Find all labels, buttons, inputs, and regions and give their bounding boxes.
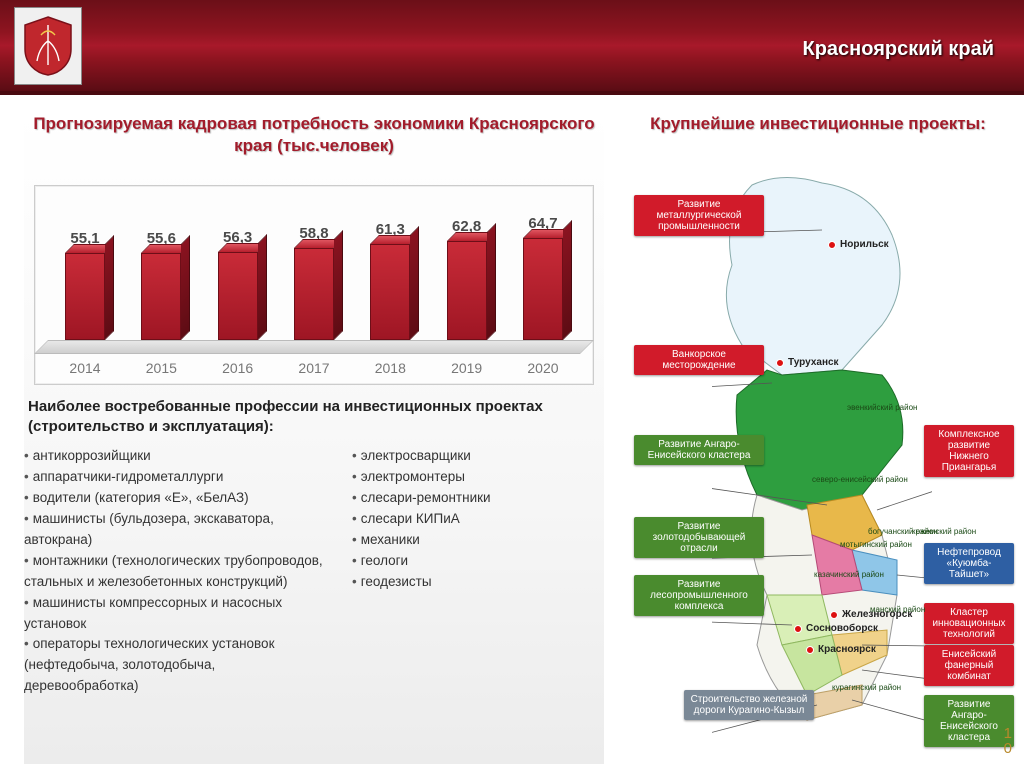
x-axis-label: 2015 xyxy=(131,360,191,376)
bar-2019: 62,8 xyxy=(437,218,497,340)
x-axis-label: 2018 xyxy=(360,360,420,376)
profession-item: аппаратчики-гидрометаллурги xyxy=(24,467,324,488)
x-axis-label: 2020 xyxy=(513,360,573,376)
bar-2016: 56,3 xyxy=(208,229,268,340)
profession-item: слесари КИПиА xyxy=(352,509,491,530)
left-panel: Прогнозируемая кадровая потребность экон… xyxy=(24,113,604,764)
profession-item: монтажники (технологических трубопроводо… xyxy=(24,551,324,593)
profession-item: машинисты компрессорных и насосных устан… xyxy=(24,593,324,635)
profession-item: электросварщики xyxy=(352,446,491,467)
forecast-bar-chart: 55,1 55,6 56,3 58,8 61,3 62,8 64,7 2014 2015 201… xyxy=(34,185,594,385)
right-panel: Крупнейшие инвестиционные проекты: xyxy=(622,113,1014,764)
profession-item: операторы технологических установок (неф… xyxy=(24,634,324,697)
professions-list-2: электросварщикиэлектромонтерыслесари-рем… xyxy=(352,446,491,697)
profession-item: антикоррозийщики xyxy=(24,446,324,467)
map-callout: Комплексное развитие Нижнего Приангарья xyxy=(924,425,1014,477)
x-axis-label: 2014 xyxy=(55,360,115,376)
professions-list-1: антикоррозийщикиаппаратчики-гидрометаллу… xyxy=(24,446,324,697)
map-callout: Кластер инновационных технологий xyxy=(924,603,1014,644)
map-callout: Строительство железной дороги Курагино-К… xyxy=(684,690,814,720)
map-callout: Енисейский фанерный комбинат xyxy=(924,645,1014,686)
chart-title: Прогнозируемая кадровая потребность экон… xyxy=(24,113,604,157)
map-callout: Развитие золотодобывающей отрасли xyxy=(634,517,764,558)
district-label: курагинский район xyxy=(832,683,901,692)
emblem-icon xyxy=(21,15,75,77)
content-area: Прогнозируемая кадровая потребность экон… xyxy=(0,95,1024,764)
professions-heading: Наиболее востребованные профессии на инв… xyxy=(28,397,600,436)
profession-item: геологи xyxy=(352,551,491,572)
header-bar: Красноярский край xyxy=(0,0,1024,95)
page-number: 10 xyxy=(1004,726,1012,756)
map-callout: Развитие металлургической промышленности xyxy=(634,195,764,236)
profession-item: механики xyxy=(352,530,491,551)
city-label: Красноярск xyxy=(818,644,876,655)
district-label: северо-енисейский район xyxy=(812,475,908,484)
bar-2018: 61,3 xyxy=(360,221,420,340)
profession-item: слесари-ремонтники xyxy=(352,488,491,509)
map-callout: Развитие лесопромышленного комплекса xyxy=(634,575,764,616)
projects-title: Крупнейшие инвестиционные проекты: xyxy=(622,113,1014,135)
city-label: Норильск xyxy=(840,239,889,250)
profession-item: водители (категория «Е», «БелАЗ) xyxy=(24,488,324,509)
bar-2017: 58,8 xyxy=(284,225,344,340)
city-label: Туруханск xyxy=(788,357,839,368)
x-axis-label: 2016 xyxy=(208,360,268,376)
map-callout: Нефтепровод «Куюмба-Тайшет» xyxy=(924,543,1014,584)
city-label: Сосновоборск xyxy=(806,623,878,634)
district-label: кежемский район xyxy=(912,527,976,536)
professions-columns: антикоррозийщикиаппаратчики-гидрометаллу… xyxy=(24,446,604,697)
projects-map: Развитие металлургической промышленности… xyxy=(622,135,1014,755)
bar-2014: 55,1 xyxy=(55,230,115,340)
header-title: Красноярский край xyxy=(802,38,994,61)
x-axis-label: 2019 xyxy=(437,360,497,376)
district-label: эвенкийский район xyxy=(847,403,917,412)
map-callout: Ванкорское месторождение xyxy=(634,345,764,375)
bar-2015: 55,6 xyxy=(131,230,191,340)
region-emblem xyxy=(14,7,82,85)
district-label: манский район xyxy=(870,605,925,614)
map-callout: Развитие Ангаро-Енисейского кластера xyxy=(634,435,764,465)
district-label: мотыгинский район xyxy=(840,540,912,549)
district-label: казачинский район xyxy=(814,570,884,579)
x-axis-label: 2017 xyxy=(284,360,344,376)
bar-2020: 64,7 xyxy=(513,215,573,340)
map-callout: Развитие Ангаро-Енисейского кластера xyxy=(924,695,1014,747)
profession-item: машинисты (бульдозера, экскаватора, авто… xyxy=(24,509,324,551)
profession-item: электромонтеры xyxy=(352,467,491,488)
profession-item: геодезисты xyxy=(352,572,491,593)
